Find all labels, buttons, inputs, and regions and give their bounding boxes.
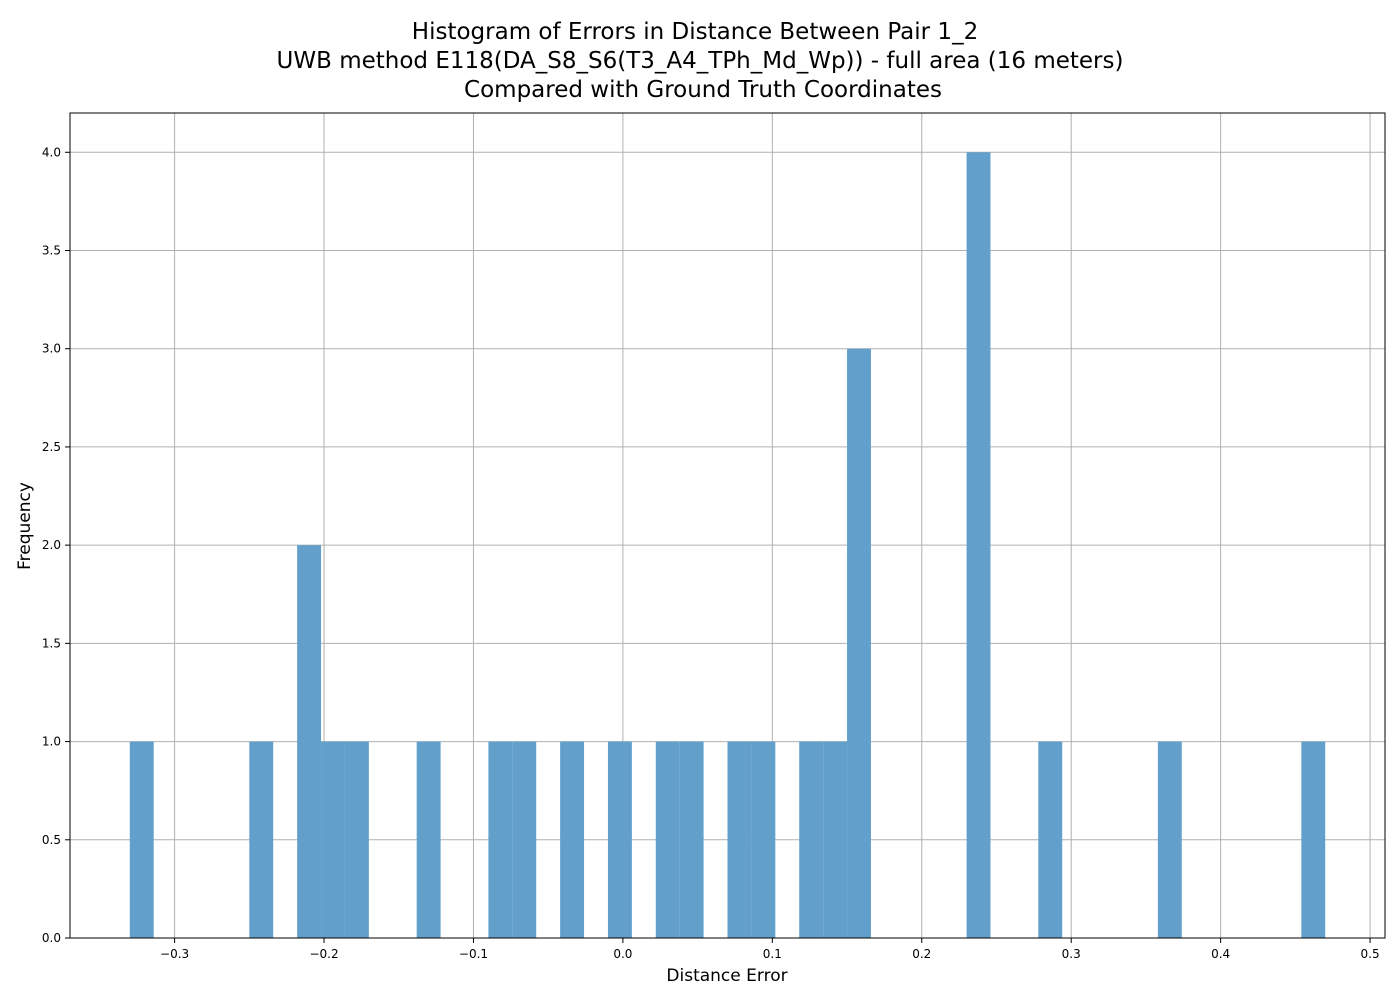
histogram-bar bbox=[560, 741, 585, 938]
x-tick-label: −0.1 bbox=[459, 947, 488, 961]
y-tick-label: 0.0 bbox=[42, 931, 61, 945]
x-tick-label: 0.5 bbox=[1361, 947, 1380, 961]
x-tick-label: 0.1 bbox=[763, 947, 782, 961]
histogram-bar bbox=[297, 545, 322, 938]
histogram-bar bbox=[416, 741, 441, 938]
x-tick-label: −0.2 bbox=[309, 947, 338, 961]
title-line-1: Histogram of Errors in Distance Between … bbox=[412, 19, 978, 45]
histogram-bar bbox=[847, 348, 871, 938]
histogram-bars bbox=[129, 152, 1326, 939]
histogram-bar bbox=[799, 741, 824, 938]
x-tick-label: −0.3 bbox=[160, 947, 189, 961]
x-tick-label: 0.0 bbox=[613, 947, 632, 961]
x-axis-label: Distance Error bbox=[666, 966, 787, 986]
y-tick-label: 4.0 bbox=[42, 145, 61, 159]
y-tick-label: 1.0 bbox=[42, 735, 61, 749]
histogram-bar bbox=[823, 741, 848, 938]
histogram-bar bbox=[727, 741, 752, 938]
y-tick-label: 0.5 bbox=[42, 833, 61, 847]
histogram-bar bbox=[1038, 741, 1063, 938]
histogram-bar bbox=[966, 152, 991, 939]
chart-title: Histogram of Errors in Distance Between … bbox=[277, 19, 1124, 103]
histogram-bar bbox=[1301, 741, 1326, 938]
histogram-bar bbox=[679, 741, 704, 938]
title-line-3: Compared with Ground Truth Coordinates bbox=[464, 77, 942, 103]
y-tick-label: 3.0 bbox=[42, 342, 61, 356]
y-tick-label: 2.5 bbox=[42, 440, 61, 454]
histogram-bar bbox=[344, 741, 369, 938]
y-axis-ticks: 0.0 0.5 1.0 1.5 2.0 2.5 3.0 3.5 4.0 bbox=[42, 145, 70, 945]
x-axis-ticks: −0.3 −0.2 −0.1 0.0 0.1 0.2 0.3 0.4 0.5 bbox=[160, 938, 1380, 961]
x-tick-label: 0.3 bbox=[1062, 947, 1081, 961]
y-tick-label: 2.0 bbox=[42, 538, 61, 552]
histogram-bar bbox=[488, 741, 513, 938]
y-axis-label: Frequency bbox=[15, 482, 35, 570]
histogram-bar bbox=[751, 741, 776, 938]
histogram-bar bbox=[129, 741, 154, 938]
plot-frame bbox=[69, 112, 1386, 939]
y-tick-label: 1.5 bbox=[42, 636, 61, 650]
title-line-2: UWB method E118(DA_S8_S6(T3_A4_TPh_Md_Wp… bbox=[277, 48, 1124, 74]
histogram-bar bbox=[607, 741, 632, 938]
y-tick-label: 3.5 bbox=[42, 244, 61, 258]
histogram-bar bbox=[321, 741, 345, 938]
x-tick-label: 0.2 bbox=[912, 947, 931, 961]
histogram-bar bbox=[1157, 741, 1182, 938]
grid-lines bbox=[70, 113, 1385, 939]
histogram-bar bbox=[512, 741, 537, 938]
x-tick-label: 0.4 bbox=[1211, 947, 1230, 961]
histogram-bar bbox=[249, 741, 274, 938]
histogram-bar bbox=[655, 741, 680, 938]
